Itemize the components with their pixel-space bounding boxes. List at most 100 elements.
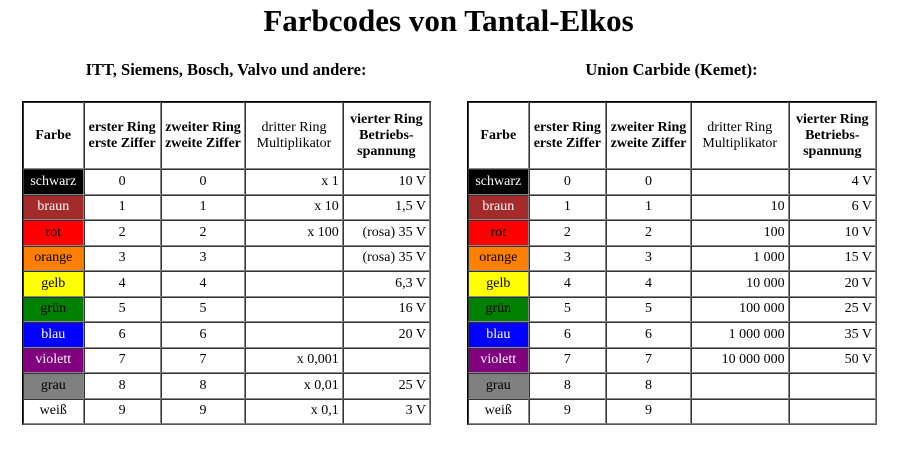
table-cell: 100 [690,220,789,246]
table-cell: 1 [160,194,246,220]
column-header: erster Ring erste Ziffer [83,102,161,169]
column-header: zweiter Ring zweite Ziffer [606,102,691,169]
color-swatch-cell: braun [468,194,529,220]
table-cell: (rosa) 35 V [342,220,430,246]
table-cell: 7 [160,347,246,373]
table-cell: 0 [160,169,246,195]
table-cell: 5 [160,296,246,322]
column-header: vierter Ring Betriebs- spannung [788,102,876,169]
table-row: grün 5 5 100 000 25 V [468,296,876,322]
table-cell: x 100 [245,220,343,246]
table-row: weiß 9 9 [468,398,876,424]
table-cell: 16 V [342,296,430,322]
column-header: vierter Ring Betriebs- spannung [342,102,430,169]
table-cell: 5 [528,296,607,322]
table-row: braun 1 1 10 6 V [468,194,876,220]
column-header: dritter Ring Multiplikator [690,102,789,169]
table-row: grau 8 8 [468,373,876,399]
color-swatch-cell: rot [468,220,529,246]
column-header: dritter Ring Multiplikator [245,102,343,169]
table-cell: 3 V [342,398,430,424]
table-cell: 6 V [788,194,876,220]
kemet-color-table: Farbe erster Ring erste Ziffer zweiter Rin… [467,101,877,425]
color-swatch-cell: gelb [23,271,84,297]
color-swatch-cell: weiß [468,398,529,424]
table-cell: (rosa) 35 V [342,245,430,271]
table-row: braun 1 1 x 10 1,5 V [23,194,430,220]
table-cell: 2 [606,220,691,246]
color-swatch-cell: violett [23,347,84,373]
table-row: grün 5 5 16 V [23,296,430,322]
color-swatch-cell: blau [23,322,84,348]
table-cell [690,169,789,195]
table-cell: 2 [83,220,161,246]
table-cell: 5 [83,296,161,322]
table-cell: 50 V [788,347,876,373]
table-cell [245,322,343,348]
right-subtitle: Union Carbide (Kemet): [585,60,758,79]
table-row: blau 6 6 1 000 000 35 V [468,322,876,348]
column-header: zweiter Ring zweite Ziffer [160,102,246,169]
color-swatch-cell: rot [23,220,84,246]
table-cell: 8 [606,373,691,399]
table-cell [342,347,430,373]
table-cell: 1 000 000 [690,322,789,348]
table-cell [788,373,876,399]
table-row: schwarz 0 0 4 V [468,169,876,195]
table-cell: 10 [690,194,789,220]
table-row: violett 7 7 x 0,001 [23,347,430,373]
table-cell: 4 [160,271,246,297]
table-cell: 3 [528,245,607,271]
header-row: Farbe erster Ring erste Ziffer zweiter Rin… [23,102,430,169]
table-cell: x 1 [245,169,343,195]
table-cell: x 0,01 [245,373,343,399]
table-cell: 10 V [788,220,876,246]
table-cell: 2 [528,220,607,246]
table-row: gelb 4 4 6,3 V [23,271,430,297]
table-cell: 8 [160,373,246,399]
color-swatch-cell: violett [468,347,529,373]
color-swatch-cell: grau [23,373,84,399]
table-row: schwarz 0 0 x 1 10 V [23,169,430,195]
table-cell [245,296,343,322]
column-header: erster Ring erste Ziffer [528,102,607,169]
table-cell: 9 [160,398,246,424]
table-cell: 6 [83,322,161,348]
table-cell: 20 V [342,322,430,348]
table-cell: 9 [528,398,607,424]
table-cell: x 0,1 [245,398,343,424]
table-cell: 25 V [342,373,430,399]
table-cell: 1 [606,194,691,220]
table-cell: 10 000 [690,271,789,297]
table-cell: 7 [83,347,161,373]
table-cell [788,398,876,424]
color-swatch-cell: orange [468,245,529,271]
table-cell: 0 [606,169,691,195]
table-cell: 3 [83,245,161,271]
table-cell: x 0,001 [245,347,343,373]
table-cell: 2 [160,220,246,246]
column-header: Farbe [23,102,84,169]
table-cell: 35 V [788,322,876,348]
table-cell: 9 [606,398,691,424]
table-cell: 6 [160,322,246,348]
table-cell: 6 [528,322,607,348]
color-swatch-cell: orange [23,245,84,271]
table-cell: 7 [606,347,691,373]
color-swatch-cell: schwarz [23,169,84,195]
table-cell: 8 [83,373,161,399]
page-title: Farbcodes von Tantal-Elkos [263,3,634,38]
table-cell: 6,3 V [342,271,430,297]
color-swatch-cell: weiß [23,398,84,424]
table-cell: 100 000 [690,296,789,322]
color-swatch-cell: grün [468,296,529,322]
table-cell: 8 [528,373,607,399]
table-cell: 6 [606,322,691,348]
table-row: orange 3 3 1 000 15 V [468,245,876,271]
table-cell: 4 [606,271,691,297]
color-swatch-cell: blau [468,322,529,348]
table-cell [245,245,343,271]
table-cell: 0 [528,169,607,195]
column-header: Farbe [468,102,529,169]
table-cell [690,373,789,399]
